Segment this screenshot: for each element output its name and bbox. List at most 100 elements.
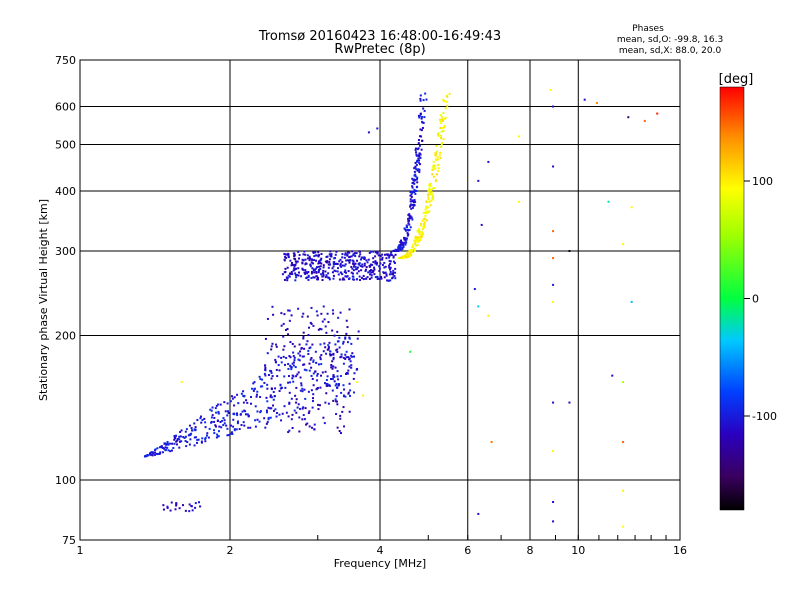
- data-point: [207, 436, 210, 439]
- data-point: [413, 174, 416, 177]
- data-point: [335, 250, 338, 253]
- data-point: [348, 251, 351, 254]
- data-point: [311, 267, 314, 270]
- data-point: [345, 350, 348, 353]
- data-point: [378, 277, 381, 280]
- data-point: [221, 419, 224, 422]
- data-point: [417, 159, 420, 162]
- data-point: [439, 120, 442, 123]
- data-point: [334, 400, 337, 403]
- data-point: [410, 203, 413, 206]
- data-point: [379, 258, 382, 261]
- data-point: [303, 388, 306, 391]
- data-point: [437, 132, 440, 135]
- phase-legend-title: Phases: [632, 24, 664, 34]
- data-point: [193, 422, 196, 425]
- data-point: [185, 445, 188, 448]
- data-point: [247, 426, 250, 429]
- data-point: [294, 273, 297, 276]
- data-point: [315, 361, 318, 364]
- data-point: [282, 335, 285, 338]
- data-point: [372, 250, 375, 253]
- data-point: [419, 94, 422, 97]
- data-point: [182, 436, 185, 439]
- data-point: [282, 322, 285, 325]
- data-point: [413, 239, 416, 242]
- data-point: [389, 270, 392, 273]
- data-point: [306, 422, 309, 425]
- data-point: [285, 256, 288, 259]
- data-point: [233, 396, 236, 399]
- data-point: [392, 273, 395, 276]
- data-point: [335, 262, 338, 265]
- data-point: [423, 221, 426, 224]
- data-point: [175, 443, 178, 446]
- data-point: [324, 346, 327, 349]
- data-point: [353, 355, 356, 358]
- data-point: [311, 397, 314, 400]
- data-point: [381, 253, 384, 256]
- data-point: [328, 278, 331, 281]
- data-point: [607, 200, 610, 203]
- data-point: [159, 451, 162, 454]
- data-point: [209, 408, 212, 411]
- data-point: [439, 127, 442, 130]
- data-point: [409, 190, 412, 193]
- data-point: [236, 420, 239, 423]
- data-point: [392, 260, 395, 263]
- data-point: [270, 377, 273, 380]
- data-point: [238, 428, 241, 431]
- data-point: [179, 435, 182, 438]
- data-point: [236, 422, 239, 425]
- data-point: [200, 441, 203, 444]
- data-point: [410, 207, 413, 210]
- data-point: [328, 277, 331, 280]
- data-point: [340, 353, 343, 356]
- data-point: [385, 253, 388, 256]
- data-point: [385, 273, 388, 276]
- data-point: [282, 355, 285, 358]
- data-point: [517, 200, 520, 203]
- data-point: [487, 160, 490, 163]
- data-point: [373, 273, 376, 276]
- data-point: [340, 355, 343, 358]
- data-point: [223, 419, 226, 422]
- colorbar-label: [deg]: [719, 72, 754, 87]
- data-point: [388, 256, 391, 259]
- data-point: [417, 236, 420, 239]
- data-point: [269, 395, 272, 398]
- data-point: [347, 369, 350, 372]
- data-point: [173, 435, 176, 438]
- data-point: [153, 451, 156, 454]
- data-point: [304, 271, 307, 274]
- data-point: [383, 261, 386, 264]
- data-point: [348, 256, 351, 259]
- data-point: [401, 243, 404, 246]
- data-point: [442, 129, 445, 132]
- data-point: [166, 505, 169, 508]
- data-point: [173, 442, 176, 445]
- data-point: [416, 178, 419, 181]
- data-point: [331, 329, 334, 332]
- data-point: [316, 374, 319, 377]
- data-point: [253, 381, 256, 384]
- data-point: [374, 251, 377, 254]
- data-point: [440, 122, 443, 125]
- data-point: [419, 233, 422, 236]
- data-point: [421, 126, 424, 129]
- data-point: [350, 271, 353, 274]
- x-tick-label: 4: [377, 544, 384, 557]
- data-point: [345, 332, 348, 335]
- data-point: [266, 400, 269, 403]
- data-point: [414, 200, 417, 203]
- data-point: [331, 367, 334, 370]
- data-point: [269, 369, 272, 372]
- data-point: [254, 405, 257, 408]
- data-point: [414, 241, 417, 244]
- data-point: [351, 352, 354, 355]
- data-point: [441, 116, 444, 119]
- data-point: [291, 413, 294, 416]
- data-point: [328, 384, 331, 387]
- data-point: [283, 405, 286, 408]
- data-point: [341, 278, 344, 281]
